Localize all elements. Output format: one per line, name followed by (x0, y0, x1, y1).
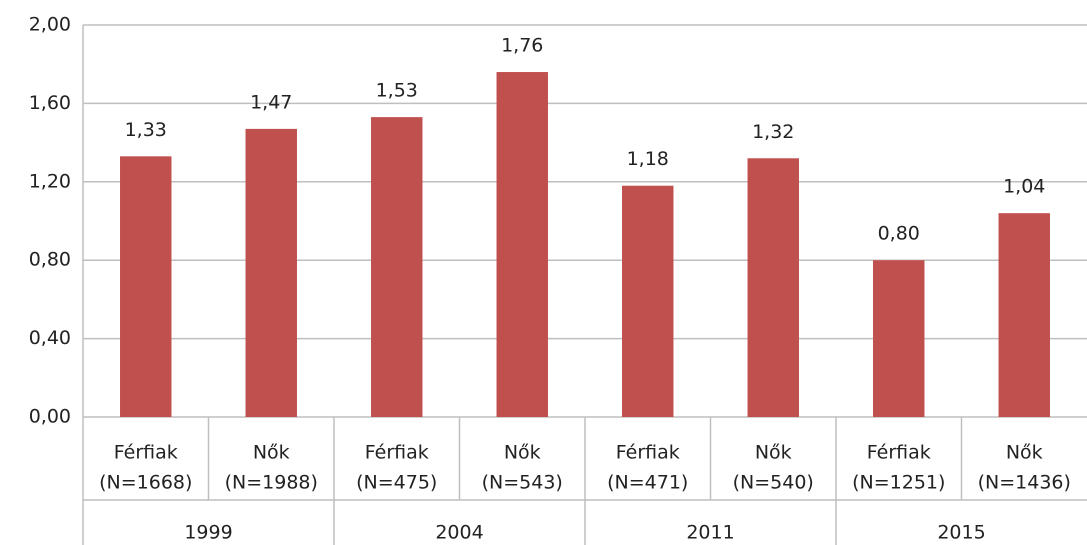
x-tick-label: Nők (755, 442, 792, 464)
value-label: 1,18 (627, 148, 669, 170)
y-tick-label: 0,00 (29, 406, 71, 428)
x-tick-label: Férfiak (114, 442, 178, 464)
x-tick-label: (N=1988) (225, 472, 318, 494)
bar (496, 72, 548, 417)
x-tick-label: Nők (504, 442, 541, 464)
value-label: 0,80 (878, 223, 920, 245)
y-tick-label: 1,20 (29, 170, 71, 192)
value-label: 1,33 (125, 119, 167, 141)
group-label: 1999 (184, 522, 232, 544)
x-tick-label: Férfiak (867, 442, 931, 464)
bar (245, 128, 297, 417)
x-tick-label: (N=540) (733, 472, 814, 494)
value-label: 1,47 (250, 91, 292, 113)
y-tick-label: 1,60 (29, 92, 71, 114)
group-label: 2011 (686, 522, 734, 544)
bar (747, 158, 799, 417)
y-tick-label: 0,80 (29, 249, 71, 271)
x-tick-label: (N=475) (356, 472, 437, 494)
x-tick-label: (N=1668) (99, 472, 192, 494)
bar (120, 156, 172, 417)
x-tick-label: Nők (253, 442, 290, 464)
bar (998, 213, 1050, 417)
group-label: 2015 (937, 522, 985, 544)
bar (622, 185, 674, 417)
value-label: 1,76 (501, 35, 543, 57)
x-tick-label: Nők (1006, 442, 1043, 464)
x-tick-label: (N=1436) (978, 472, 1071, 494)
bar (371, 117, 423, 418)
value-label: 1,32 (752, 121, 794, 143)
x-tick-label: Férfiak (616, 442, 680, 464)
x-tick-label: (N=1251) (852, 472, 945, 494)
x-tick-label: Férfiak (365, 442, 429, 464)
y-tick-label: 0,40 (29, 327, 71, 349)
bar (873, 260, 925, 417)
x-tick-label: (N=543) (482, 472, 563, 494)
y-tick-label: 2,00 (29, 14, 71, 36)
value-label: 1,04 (1003, 176, 1045, 198)
value-label: 1,53 (376, 80, 418, 102)
x-tick-label: (N=471) (607, 472, 688, 494)
group-label: 2004 (435, 522, 483, 544)
